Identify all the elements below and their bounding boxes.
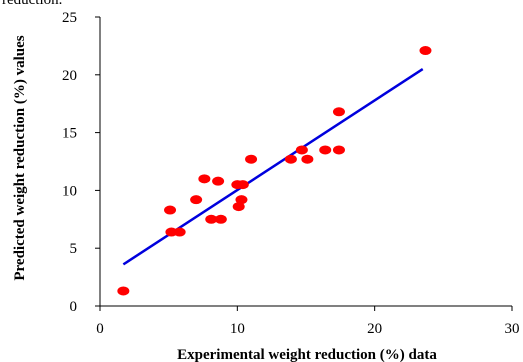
y-tick-label: 20 <box>62 68 77 84</box>
x-tick-label: 10 <box>230 321 245 337</box>
data-point <box>205 214 218 224</box>
y-axis-title: Predicted weight reduction (%) values <box>12 35 28 280</box>
data-point <box>301 154 314 164</box>
x-axis-title: Experimental weight reduction (%) data <box>177 347 437 362</box>
data-point <box>419 46 432 56</box>
top-text-fragment: reduction. <box>2 0 62 8</box>
data-point <box>319 145 332 155</box>
x-tick-label: 30 <box>505 321 520 337</box>
y-tick-label: 0 <box>70 299 78 315</box>
data-point <box>173 227 186 237</box>
data-point <box>245 154 258 164</box>
data-point <box>214 214 227 224</box>
data-point <box>198 174 211 184</box>
x-tick-label: 0 <box>96 321 104 337</box>
data-point <box>164 205 177 215</box>
data-point <box>284 154 297 164</box>
y-tick-label: 15 <box>62 126 77 142</box>
data-point <box>190 195 203 205</box>
y-tick-label: 5 <box>70 241 78 257</box>
x-tick-label: 20 <box>367 321 382 337</box>
y-tick-label: 10 <box>62 183 77 199</box>
data-point <box>235 195 248 205</box>
tick-labels: 0 5 10 15 20 25 0 10 20 30 <box>62 10 520 337</box>
data-point <box>236 180 249 190</box>
data-point <box>232 202 245 212</box>
data-point <box>117 286 130 296</box>
data-point <box>165 227 178 237</box>
data-point <box>332 107 345 117</box>
axes <box>95 16 513 311</box>
data-point <box>332 145 345 155</box>
data-points <box>117 46 432 296</box>
data-point <box>295 145 308 155</box>
data-point <box>212 176 225 186</box>
y-tick-label: 25 <box>62 10 77 26</box>
